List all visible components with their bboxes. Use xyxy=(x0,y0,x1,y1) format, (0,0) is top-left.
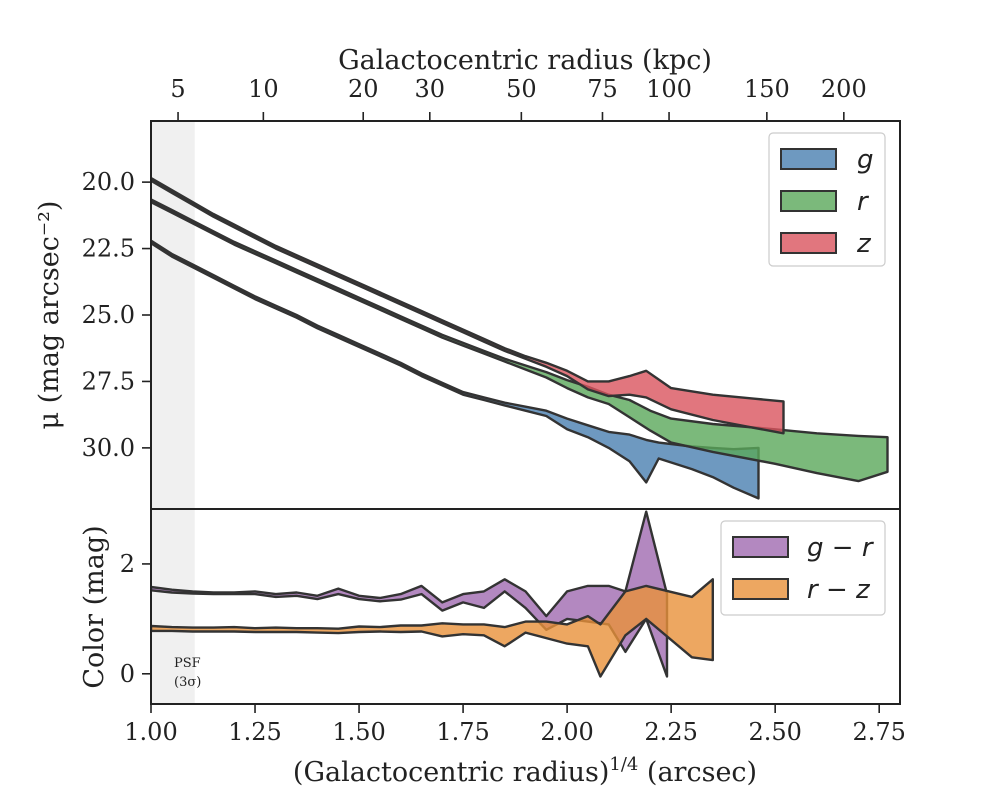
psf-region xyxy=(151,509,195,704)
top-axis-title: Galactocentric radius (kpc) xyxy=(338,45,712,76)
legend-swatch xyxy=(732,578,789,600)
x-tick-label: 1.25 xyxy=(228,718,281,746)
top-x-tick-label: 100 xyxy=(646,75,692,103)
top-x-tick-label: 75 xyxy=(587,75,618,103)
series-bands xyxy=(151,510,714,678)
x-tick-label: 2.50 xyxy=(748,718,801,746)
top-x-tick-label: 20 xyxy=(348,75,379,103)
legend-swatch xyxy=(780,148,837,170)
bottom-y-axis-title: Color (mag) xyxy=(79,525,110,688)
psf-label-sigma: (3σ) xyxy=(174,675,201,690)
top-x-tick-label: 5 xyxy=(170,75,185,103)
legend-bands: grz xyxy=(768,132,886,267)
x-tick-label: 1.50 xyxy=(332,718,385,746)
series-bands xyxy=(151,176,889,500)
legend-swatch xyxy=(780,190,837,212)
x-tick-label: 2.25 xyxy=(644,718,697,746)
legend-label: z xyxy=(856,229,872,259)
y-tick-label: 20.0 xyxy=(82,168,135,196)
top-x-tick-label: 150 xyxy=(744,75,790,103)
axis-labels: Galactocentric radius (kpc) (Galactocentr… xyxy=(34,45,757,788)
x-axis-title: (Galactocentric radius)1/4 (arcsec) xyxy=(293,754,757,788)
series-band-2 xyxy=(151,176,785,435)
legend-swatch xyxy=(780,232,837,254)
legend-colors: g − r r − z xyxy=(720,520,886,616)
top-x-tick-label: 50 xyxy=(506,75,537,103)
series-band-0 xyxy=(151,239,760,500)
y-tick-label: 25.0 xyxy=(82,301,135,329)
axes-frame xyxy=(150,508,901,705)
series-band-0 xyxy=(151,510,669,678)
top-x-tick-label: 30 xyxy=(415,75,446,103)
y-tick-label: 2 xyxy=(120,550,135,578)
x-tick-label: 1.75 xyxy=(436,718,489,746)
series-band-1 xyxy=(151,578,714,678)
x-tick-label: 2.00 xyxy=(540,718,593,746)
legend-label: r − z xyxy=(807,575,871,605)
y-tick-label: 0 xyxy=(120,660,135,688)
psf-label: PSF xyxy=(174,656,201,671)
x-tick-label: 1.00 xyxy=(124,718,177,746)
y-tick-label: 22.5 xyxy=(82,235,135,263)
color-panel: 0 2 1.00 1.25 1.50 1.75 2.00 2.25 2.50 2.75 PSF (3σ… xyxy=(120,508,906,746)
legend-label: g − r xyxy=(807,533,875,563)
x-tick-label: 2.75 xyxy=(852,718,905,746)
top-x-tick-label: 200 xyxy=(821,75,867,103)
y-tick-label: 30.0 xyxy=(82,434,135,462)
y-tick-label: 27.5 xyxy=(82,367,135,395)
legend-label: g xyxy=(857,145,874,175)
series-band-1 xyxy=(151,198,889,483)
surface-brightness-panel: 20.0 22.5 25.0 27.5 30.0 5 10 20 30 50 75 100 150 200… xyxy=(82,75,901,510)
legend-swatch xyxy=(732,536,789,558)
top-x-tick-label: 10 xyxy=(248,75,279,103)
psf-region xyxy=(151,121,195,509)
top-y-axis-title: μ (mag arcsec⁻²) xyxy=(34,201,65,430)
legend-label: r xyxy=(857,187,870,217)
